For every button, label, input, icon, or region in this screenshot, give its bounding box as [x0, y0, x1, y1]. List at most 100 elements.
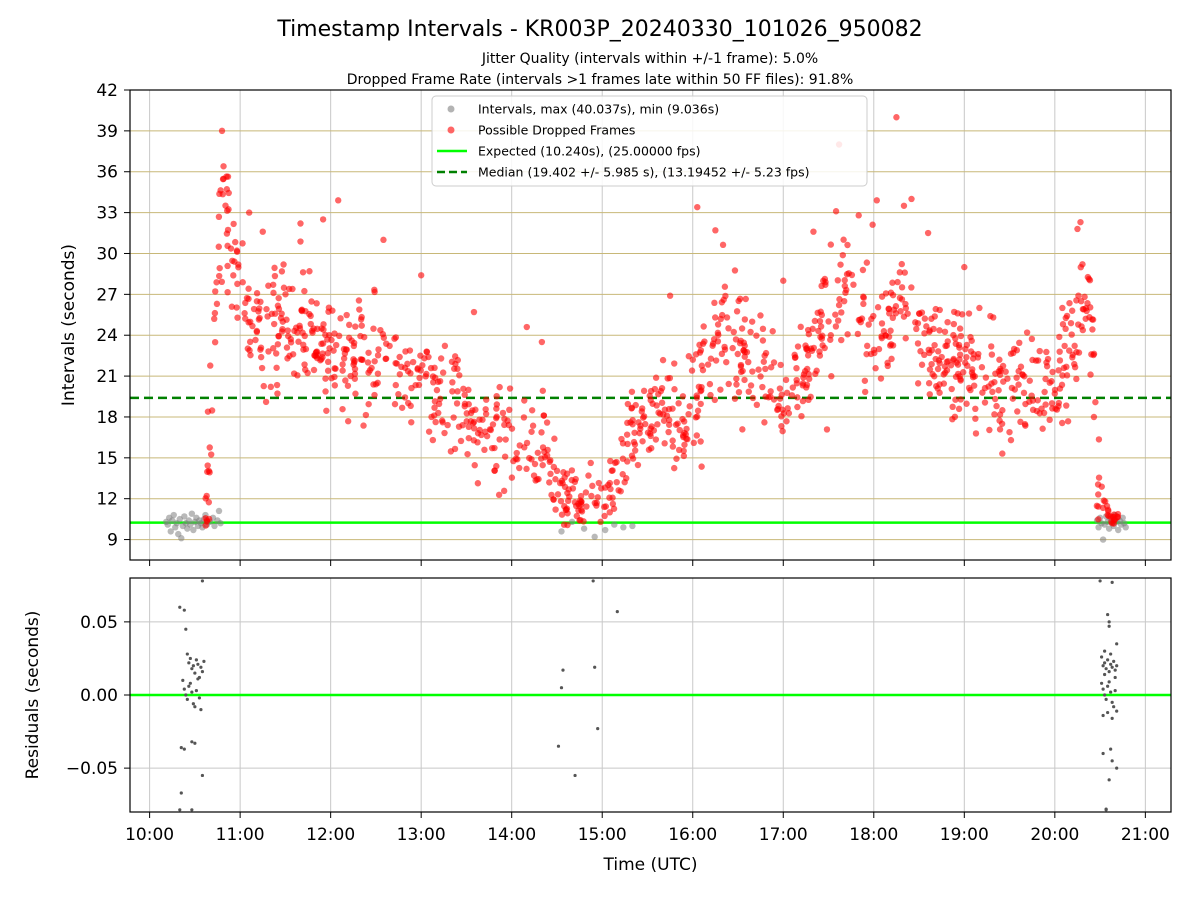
dropped-frame-point	[926, 366, 934, 373]
dropped-frame-point	[926, 391, 933, 398]
dropped-frame-point	[777, 361, 784, 369]
dropped-frame-point	[297, 238, 304, 245]
dropped-frame-point	[1095, 491, 1102, 498]
x-tick-label: 16:00	[668, 825, 717, 845]
dropped-frame-point	[451, 445, 459, 453]
dropped-frame-point	[344, 382, 352, 389]
dropped-frame-point	[306, 268, 313, 275]
dropped-frame-point	[932, 305, 939, 313]
dropped-frame-point	[284, 327, 291, 334]
residual-point	[178, 605, 182, 609]
dropped-frame-point	[365, 369, 372, 376]
dropped-frame-point	[263, 305, 270, 313]
residual-point	[1104, 697, 1108, 701]
dropped-frame-point	[1056, 357, 1064, 364]
dropped-frame-point	[1017, 418, 1024, 426]
dropped-frame-point	[967, 333, 974, 341]
dropped-frame-point	[1051, 386, 1059, 394]
dropped-frame-point	[451, 353, 459, 360]
dropped-frame-point	[950, 320, 958, 328]
dropped-frame-point	[1090, 413, 1098, 421]
dropped-frame-point	[344, 418, 352, 425]
dropped-frame-point	[841, 277, 848, 284]
dropped-frame-point	[723, 358, 730, 366]
residuals-y-ticks: −0.05 0.00 0.05	[66, 613, 130, 779]
x-tick-label: 10:00	[125, 825, 174, 845]
residual-point	[1112, 659, 1116, 663]
dropped-frame-point	[730, 328, 737, 336]
dropped-frame-point	[679, 393, 687, 400]
dropped-frame-point	[502, 436, 509, 443]
interval-point	[1099, 536, 1107, 543]
dropped-frame-point	[816, 317, 824, 325]
dropped-frame-point	[810, 344, 818, 352]
dropped-frame-point	[1066, 347, 1073, 354]
dropped-frame-point	[1060, 364, 1068, 372]
dropped-frame-point	[246, 338, 254, 346]
dropped-frame-point	[840, 236, 847, 243]
dropped-frame-point	[733, 308, 741, 315]
dropped-frame-point	[794, 343, 802, 350]
dropped-frame-point	[1071, 360, 1078, 368]
dropped-frame-point	[278, 268, 286, 275]
residual-point	[1110, 716, 1114, 721]
dropped-frame-point	[204, 462, 211, 469]
residual-point	[1113, 668, 1117, 672]
dropped-frame-point	[952, 396, 959, 403]
dropped-frame-point	[868, 315, 875, 323]
residuals-points	[178, 579, 1119, 812]
dropped-frame-point	[523, 323, 530, 331]
residual-point	[1110, 580, 1114, 584]
dropped-frame-point	[419, 362, 426, 369]
dropped-frame-point	[370, 325, 377, 332]
dropped-frame-point	[1016, 339, 1023, 347]
dropped-frame-point	[748, 318, 756, 325]
dropped-frame-point	[203, 518, 211, 525]
dropped-frame-point	[242, 299, 249, 307]
dropped-frame-point	[355, 297, 363, 304]
dropped-frame-point	[325, 304, 333, 311]
dropped-frame-point	[902, 335, 909, 342]
dropped-frame-point	[521, 397, 528, 404]
dropped-frame-point	[500, 487, 508, 495]
dropped-frame-point	[331, 330, 338, 337]
dropped-frame-point	[770, 396, 778, 403]
dropped-frame-point	[269, 281, 277, 288]
dropped-frame-point	[224, 173, 232, 180]
dropped-frame-point	[718, 299, 726, 306]
dropped-frame-point	[944, 338, 951, 345]
dropped-frame-point	[699, 366, 707, 374]
dropped-frame-point	[936, 327, 943, 334]
dropped-frame-point	[451, 365, 458, 372]
dropped-frame-point	[506, 385, 514, 392]
dropped-frame-point	[561, 483, 569, 491]
dropped-frame-point	[371, 358, 378, 365]
dropped-frame-point	[861, 377, 869, 384]
interval-point	[629, 522, 636, 530]
dropped-frame-point	[232, 238, 239, 246]
x-tick-label: 12:00	[306, 825, 355, 845]
dropped-frame-point	[393, 360, 400, 367]
dropped-frame-point	[871, 349, 878, 357]
dropped-frame-point	[257, 346, 264, 353]
dropped-frame-point	[714, 321, 722, 328]
dropped-frame-point	[520, 414, 528, 421]
dropped-frame-point	[1087, 371, 1094, 378]
dropped-frame-point	[253, 290, 261, 297]
dropped-frame-point	[693, 413, 701, 420]
dropped-frame-point	[459, 421, 466, 429]
interval-point	[178, 535, 185, 542]
dropped-frame-point	[244, 345, 252, 352]
y-tick-label: 21	[96, 367, 118, 387]
residual-point	[190, 740, 194, 744]
dropped-frame-point	[432, 418, 439, 426]
dropped-frame-point	[371, 286, 378, 294]
dropped-frame-point	[207, 451, 215, 458]
dropped-frame-point	[391, 335, 398, 342]
dropped-frame-point	[995, 387, 1002, 394]
x-tick-label: 17:00	[759, 825, 808, 845]
dropped-frame-point	[721, 283, 729, 290]
dropped-frame-point	[944, 318, 951, 326]
residual-point	[197, 696, 201, 700]
dropped-frame-point	[892, 310, 900, 317]
